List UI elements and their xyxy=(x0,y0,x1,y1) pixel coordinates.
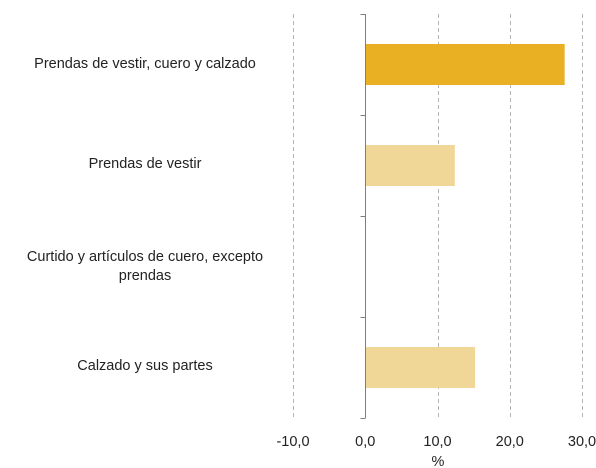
bar xyxy=(365,145,455,186)
x-axis-label: % xyxy=(432,454,445,468)
x-tick-label: 0,0 xyxy=(355,434,375,450)
category-label: Prendas de vestir xyxy=(88,156,202,172)
x-tick-label: 30,0 xyxy=(568,434,596,450)
x-tick-labels: -10,0 0,0 10,0 20,0 30,0 xyxy=(276,434,596,450)
category-label: Prendas de vestir, cuero y calzado xyxy=(34,56,256,72)
y-axis xyxy=(360,14,366,419)
x-tick-label: 20,0 xyxy=(496,434,524,450)
bar xyxy=(365,44,565,85)
bar xyxy=(365,347,476,388)
x-tick-label: 10,0 xyxy=(423,434,451,450)
category-label: Curtido y artículos de cuero, excepto pr… xyxy=(26,249,264,284)
category-label: Calzado y sus partes xyxy=(77,358,213,374)
x-tick-label: -10,0 xyxy=(276,434,309,450)
bars xyxy=(365,44,565,388)
